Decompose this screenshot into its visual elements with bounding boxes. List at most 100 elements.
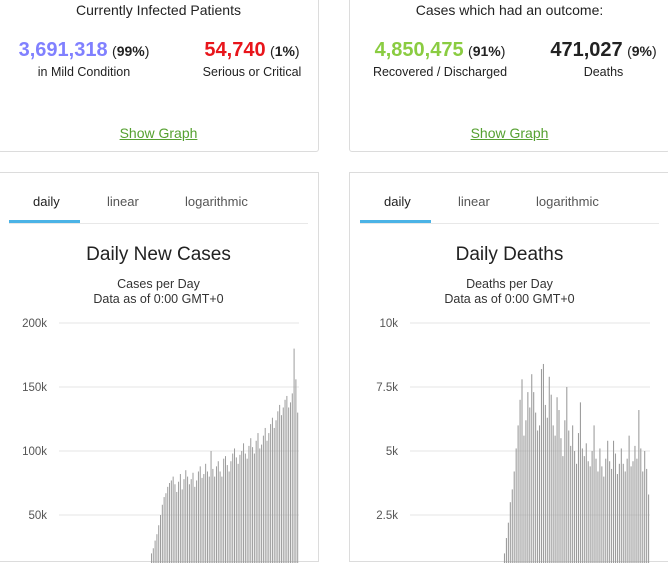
chart-bar xyxy=(583,456,585,563)
recovered-value: 4,850,475 xyxy=(374,39,464,61)
chart-bar xyxy=(268,433,270,563)
y-tick-label: 50k xyxy=(28,510,47,522)
chart-bar xyxy=(630,466,632,563)
chart-note: Data as of 0:00 GMT+0 xyxy=(93,292,224,306)
chart-bar xyxy=(217,461,219,563)
chart-bar xyxy=(275,420,277,563)
tab-daily[interactable]: daily xyxy=(384,194,411,209)
chart-bar xyxy=(640,448,642,563)
chart-bar xyxy=(277,411,279,563)
chart-bar xyxy=(219,471,221,563)
y-tick-label: 100k xyxy=(22,446,47,458)
chart-bar xyxy=(558,410,560,563)
chart-bar xyxy=(648,494,650,563)
outcome-title: Cases which had an outcome: xyxy=(415,2,604,18)
chart-bar xyxy=(206,471,208,563)
outcome-summary-card: Cases which had an outcome: 4,850,475 (9… xyxy=(349,0,668,152)
chart-bar xyxy=(577,433,580,563)
infected-show-graph-link[interactable]: Show Graph xyxy=(119,125,198,141)
active-tab-indicator xyxy=(9,220,80,223)
chart-subtitle: Deaths per Day xyxy=(466,277,553,291)
chart-bar xyxy=(246,458,248,563)
chart-bar xyxy=(223,458,225,563)
chart-bar xyxy=(613,440,615,563)
chart-bar xyxy=(616,474,618,563)
chart-bar xyxy=(517,425,519,563)
chart-bar xyxy=(505,538,507,563)
chart-bar xyxy=(513,471,515,563)
chart-bar xyxy=(288,407,290,563)
deaths-value: 471,027 xyxy=(550,39,623,61)
chart-bar xyxy=(170,480,172,563)
y-tick-label: 150k xyxy=(22,382,47,394)
chart-bar xyxy=(636,458,638,563)
chart-bar xyxy=(634,445,636,563)
chart-bar xyxy=(156,534,158,563)
chart-bar xyxy=(241,451,243,563)
serious-stat: 54,740 (1%) Serious or Critical xyxy=(184,39,320,79)
chart-bar xyxy=(620,448,622,563)
chart-bar xyxy=(566,387,568,563)
chart-bar xyxy=(611,468,613,563)
chart-bar xyxy=(167,486,169,563)
chart-bar xyxy=(544,404,546,563)
tab-daily[interactable]: daily xyxy=(33,194,60,209)
chart-bar xyxy=(601,466,603,563)
infected-summary-card: Currently Infected Patients 3,691,318 (9… xyxy=(0,0,319,152)
chart-bar xyxy=(252,447,254,563)
chart-bar xyxy=(521,379,523,563)
chart-bar xyxy=(250,438,252,563)
chart-bar xyxy=(542,363,544,563)
chart-bar xyxy=(152,548,154,563)
chart-bar xyxy=(158,525,160,563)
chart-bar xyxy=(270,424,272,563)
chart-bar xyxy=(178,481,180,563)
chart-title: Daily New Cases xyxy=(86,244,231,265)
serious-pct: (1%) xyxy=(270,43,300,59)
chart-bar xyxy=(194,486,196,563)
chart-bar xyxy=(525,420,527,563)
chart-bar xyxy=(587,461,589,563)
chart-bar xyxy=(570,445,572,563)
chart-bar xyxy=(187,476,189,563)
chart-bar xyxy=(291,393,293,563)
tab-logarithmic[interactable]: logarithmic xyxy=(185,194,248,209)
chart-bar xyxy=(232,453,234,563)
chart-bar xyxy=(562,456,564,563)
outcome-show-graph-link[interactable]: Show Graph xyxy=(470,125,549,141)
daily-deaths-chart: 2.5k 5k 7.5k 10k xyxy=(376,318,650,563)
chart-bar xyxy=(507,522,509,563)
chart-bar xyxy=(257,433,259,563)
recovered-stat: 4,850,475 (91%) Recovered / Discharged xyxy=(360,39,520,79)
serious-value: 54,740 xyxy=(204,39,266,61)
chart-bar xyxy=(529,407,531,563)
chart-bar xyxy=(226,465,228,563)
chart-bar xyxy=(632,461,634,563)
chart-bar xyxy=(638,410,640,563)
chart-bar xyxy=(255,440,257,563)
chart-bar xyxy=(609,461,611,563)
chart-bar xyxy=(210,451,212,563)
chart-bar xyxy=(248,445,250,563)
chart-bar xyxy=(196,480,198,563)
chart-tabs: daily linear logarithmic xyxy=(360,173,659,224)
chart-bar xyxy=(179,474,181,563)
chart-bar xyxy=(644,451,646,563)
tab-logarithmic[interactable]: logarithmic xyxy=(536,194,599,209)
chart-bar xyxy=(531,374,533,563)
chart-bar xyxy=(646,468,648,563)
chart-bar xyxy=(599,448,601,563)
chart-bar xyxy=(548,376,550,563)
chart-bar xyxy=(568,430,570,563)
chart-bar xyxy=(556,397,558,563)
daily-cases-chart-panel: daily linear logarithmic Daily New Cases… xyxy=(0,172,319,563)
chart-bar xyxy=(188,484,190,563)
tab-linear[interactable]: linear xyxy=(458,194,490,209)
chart-bar xyxy=(515,448,517,563)
tab-linear[interactable]: linear xyxy=(107,194,139,209)
chart-bar xyxy=(273,427,275,563)
chart-bar xyxy=(154,540,156,563)
chart-tabs: daily linear logarithmic xyxy=(9,173,308,224)
chart-bar xyxy=(509,502,511,563)
chart-bar xyxy=(212,468,214,563)
